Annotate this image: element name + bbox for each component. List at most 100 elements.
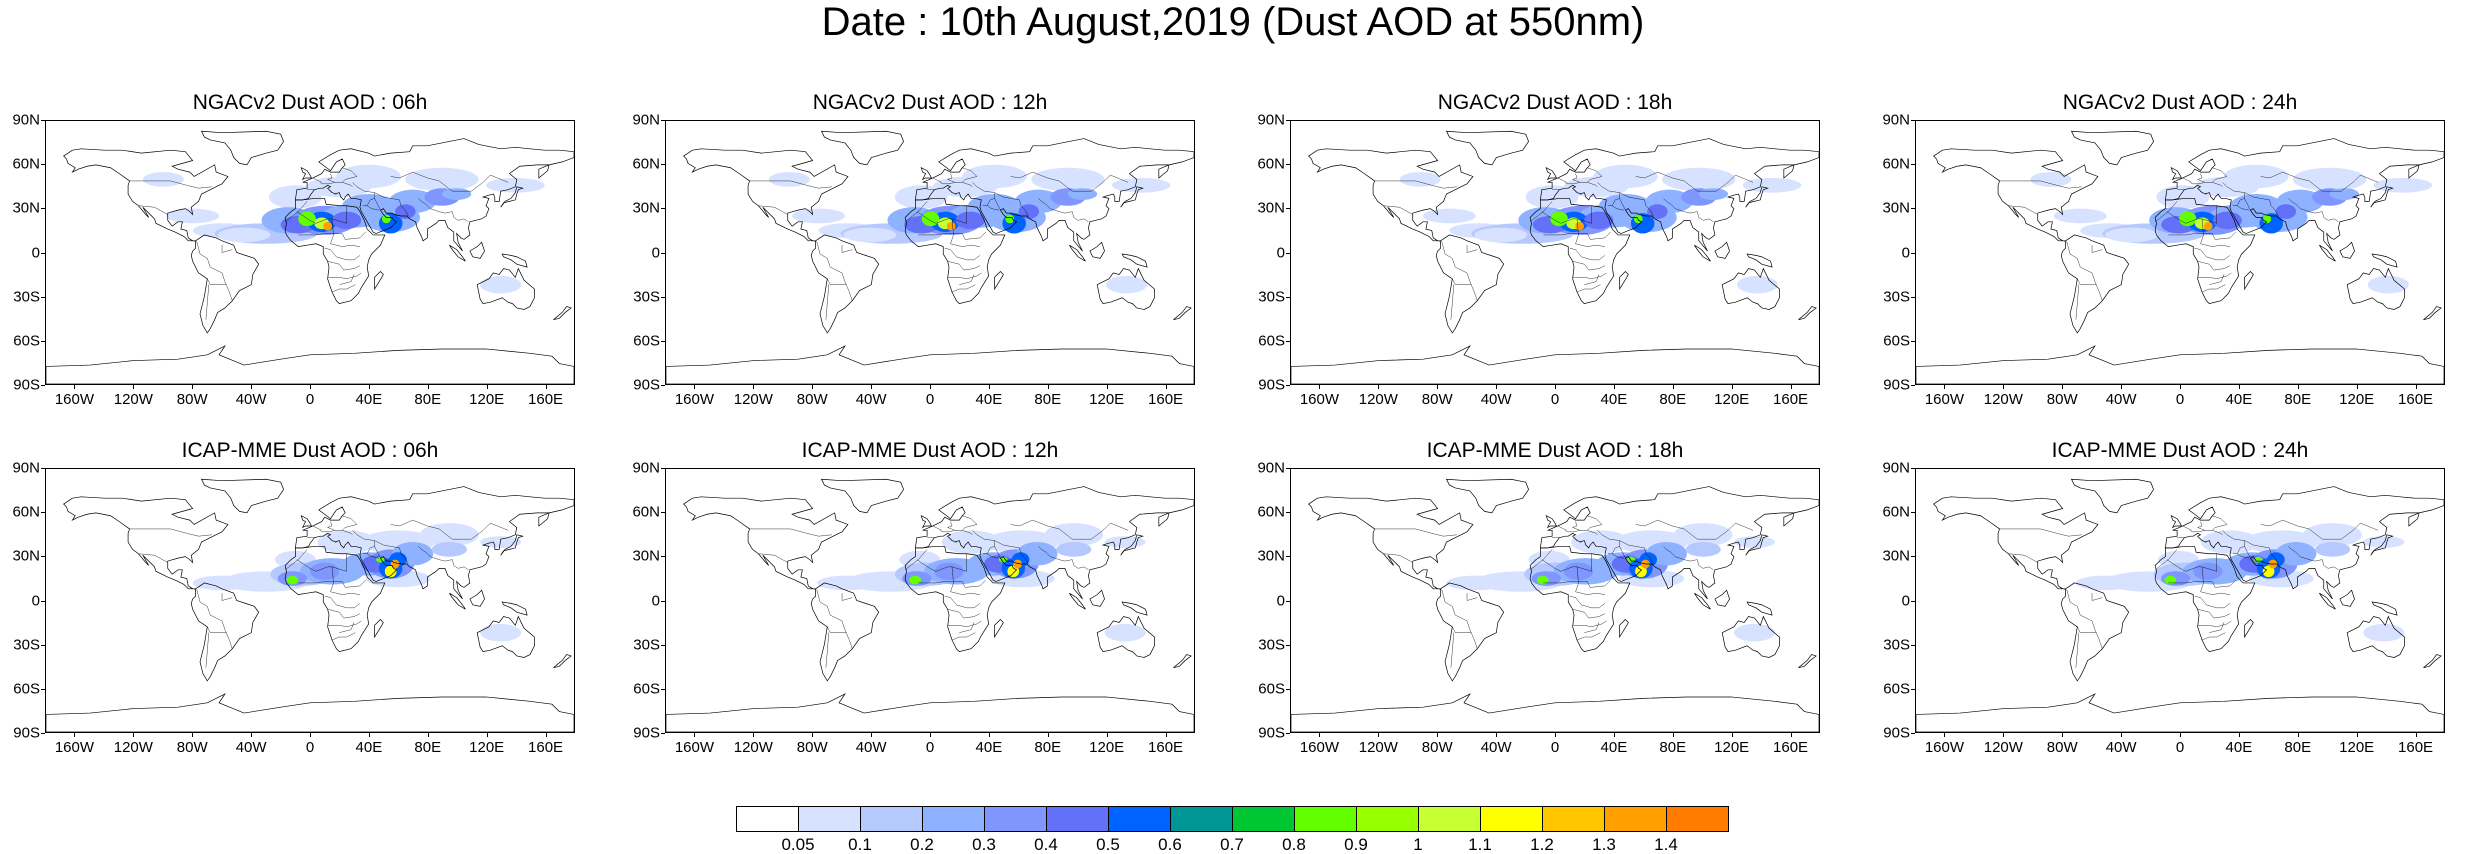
coastlines xyxy=(666,478,1194,732)
latitude-tick-label: 30N xyxy=(1882,547,1910,565)
country-border xyxy=(2244,192,2251,211)
country-border xyxy=(1572,620,1607,628)
country-border xyxy=(827,626,847,633)
longitude-tick xyxy=(368,733,370,737)
coastline xyxy=(2371,253,2398,268)
country-border xyxy=(1584,274,1600,285)
longitude-tick xyxy=(812,385,814,389)
coastline xyxy=(820,130,904,166)
latitude-tick xyxy=(41,688,45,690)
latitude-tick xyxy=(661,252,665,254)
colorbar-label: 1.3 xyxy=(1592,835,1616,854)
longitude-tick-label: 0 xyxy=(1550,391,1560,408)
longitude-tick-label: 40W xyxy=(1480,739,1512,756)
panel-title: NGACv2 Dust AOD : 12h xyxy=(812,91,1048,114)
longitude-tick-label: 40E xyxy=(2225,739,2253,756)
latitude-tick-label: 30N xyxy=(632,547,660,565)
coastline xyxy=(1291,693,1819,732)
latitude-tick-label: 60N xyxy=(1882,503,1910,521)
dust-contour xyxy=(1736,275,1778,294)
country-border xyxy=(1541,205,1592,224)
country-border xyxy=(327,620,362,628)
coastline xyxy=(2370,186,2394,208)
longitude-tick xyxy=(192,733,194,737)
country-border xyxy=(2197,173,2213,183)
country-border xyxy=(947,261,980,271)
country-border xyxy=(2091,245,2103,253)
latitude-tick xyxy=(1286,644,1290,646)
longitude-tick-label: 0 xyxy=(925,739,935,756)
coastline xyxy=(1308,496,1474,590)
coastline xyxy=(2060,234,2130,334)
coastline xyxy=(2319,592,2336,610)
longitude-tick xyxy=(1613,733,1615,737)
longitude-tick-label: 40E xyxy=(1600,739,1628,756)
country-border xyxy=(944,247,981,261)
longitude-tick xyxy=(310,385,311,389)
latitude-tick xyxy=(661,164,665,166)
country-border xyxy=(1450,284,1454,320)
dust-contour xyxy=(1635,565,1647,578)
dust-contour xyxy=(2303,523,2362,547)
longitude-tick xyxy=(1672,733,1674,737)
longitude-tick-label: 160W xyxy=(674,739,715,756)
dust-contour xyxy=(1018,204,1040,219)
coastline xyxy=(1798,306,1817,321)
country-border xyxy=(367,553,379,559)
latitude-tick xyxy=(1286,512,1290,514)
longitude-tick-label: 80E xyxy=(414,739,442,756)
country-border xyxy=(2077,626,2097,633)
longitude-tick-label: 80E xyxy=(2284,391,2312,408)
longitude-tick xyxy=(1319,733,1321,737)
country-border xyxy=(2260,519,2379,540)
colorbar-swatch xyxy=(1046,806,1109,832)
dust-contour xyxy=(1698,188,1729,200)
country-border xyxy=(2222,182,2279,217)
longitude-tick xyxy=(812,733,814,737)
dust-contour xyxy=(1525,185,1579,209)
country-border xyxy=(827,278,847,285)
latitude-tick-label: 60N xyxy=(1257,155,1285,173)
colorbar-label: 0.05 xyxy=(781,835,815,854)
longitude-tick xyxy=(1437,733,1439,737)
country-border xyxy=(1543,579,1611,588)
latitude-tick-label: 30S xyxy=(13,288,40,306)
longitude-tick-label: 80W xyxy=(1421,739,1453,756)
map-frame xyxy=(1915,120,2445,385)
latitude-tick xyxy=(1911,252,1915,254)
longitude-tick-label: 120W xyxy=(733,391,773,408)
latitude-tick xyxy=(41,556,45,558)
coastline xyxy=(1745,186,1769,208)
latitude-tick-label: 90N xyxy=(1882,111,1910,129)
coastline xyxy=(2339,241,2355,259)
coastline xyxy=(2170,167,2183,181)
country-border xyxy=(2197,620,2232,628)
colorbar-label: 0.7 xyxy=(1220,835,1244,854)
country-border xyxy=(2075,284,2079,320)
country-border xyxy=(2154,201,2178,222)
panel-title: NGACv2 Dust AOD : 24h xyxy=(2062,91,2298,114)
longitude-tick-label: 120E xyxy=(1089,391,1125,408)
latitude-tick xyxy=(661,688,665,690)
country-border xyxy=(1434,587,1478,649)
longitude-tick-label: 160E xyxy=(2398,391,2434,408)
country-border xyxy=(959,274,975,285)
coastline xyxy=(2371,601,2398,616)
longitude-tick xyxy=(1047,385,1049,389)
country-border xyxy=(2197,521,2213,531)
latitude-tick xyxy=(1911,644,1915,646)
latitude-tick xyxy=(1911,556,1915,558)
coastline xyxy=(2423,306,2442,321)
latitude-tick-label: 90S xyxy=(633,724,660,742)
colorbar-label: 1.4 xyxy=(1654,835,1678,854)
longitude-tick xyxy=(2297,385,2299,389)
longitude-tick xyxy=(545,385,547,389)
country-border xyxy=(1010,519,1129,540)
country-border xyxy=(298,579,366,588)
longitude-tick-label: 80W xyxy=(796,391,828,408)
longitude-tick-label: 0 xyxy=(925,391,935,408)
coastline xyxy=(2346,267,2405,310)
country-border xyxy=(825,632,829,668)
coastline xyxy=(666,693,1194,732)
longitude-tick-label: 0 xyxy=(305,391,315,408)
